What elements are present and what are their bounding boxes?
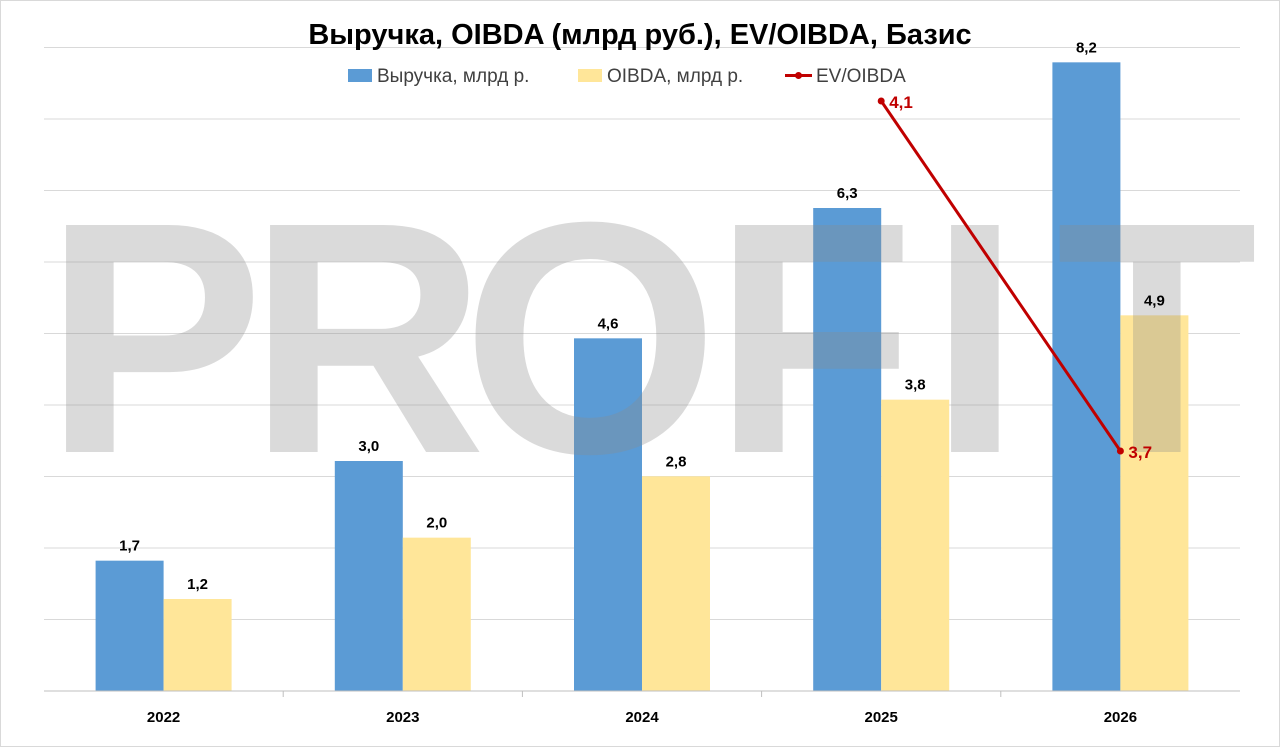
label-revenue-2025: 6,3 [837, 185, 858, 202]
label-revenue-2023: 3,0 [358, 438, 379, 455]
watermark-letter-r: R [248, 153, 486, 522]
x-tick-2025: 2025 [865, 709, 898, 726]
legend-label-revenue: Выручка, млрд р. [377, 66, 529, 87]
bar-oibda-2022 [163, 599, 232, 691]
watermark-letter-f: F [713, 153, 915, 522]
ev-oibda-series-line [879, 100, 1122, 452]
label-oibda-2022: 1,2 [187, 576, 208, 593]
ev-oibda-point-2025 [877, 97, 885, 105]
ev-oibda-label-2026: 3,7 [1128, 443, 1152, 462]
chart-title: Выручка, OIBDA (млрд руб.), EV/OIBDA, Ба… [308, 19, 971, 51]
label-oibda-2023: 2,0 [426, 515, 447, 532]
label-revenue-2024: 4,6 [598, 315, 619, 332]
bar-revenue-2022 [95, 560, 164, 691]
bar-oibda-2024 [642, 476, 710, 691]
label-oibda-2024: 2,8 [666, 453, 687, 470]
bar-oibda-2023 [402, 537, 471, 691]
x-tick-2023: 2023 [386, 709, 419, 726]
bar-oibda-2025 [881, 399, 950, 691]
x-axis: 2022 2023 2024 2025 2026 [44, 690, 1240, 726]
x-tick-2026: 2026 [1104, 709, 1137, 726]
legend-swatch-oibda [578, 69, 602, 82]
label-oibda-2025: 3,8 [905, 377, 926, 394]
label-revenue-2026: 8,2 [1076, 39, 1097, 56]
data-labels: 1,7 1,2 3,0 2,0 4,6 2,8 6,3 3,8 8,2 4,9 [119, 39, 1165, 593]
watermark-letter-p: P [44, 153, 264, 522]
label-revenue-2022: 1,7 [119, 538, 140, 555]
bar-revenue-2026 [1052, 62, 1121, 692]
label-oibda-2026: 4,9 [1144, 292, 1165, 309]
legend-label-ev-oibda: EV/OIBDA [816, 66, 906, 87]
legend-swatch-ev-oibda-marker [795, 72, 802, 79]
legend-label-oibda: OIBDA, млрд р. [607, 66, 743, 87]
bar-revenue-2025 [813, 208, 882, 691]
bar-oibda-2026 [1120, 315, 1189, 691]
legend: Выручка, млрд р. OIBDA, млрд р. EV/OIBDA [348, 66, 906, 87]
legend-swatch-revenue [348, 69, 372, 82]
bar-revenue-2023 [334, 461, 403, 691]
bar-revenue-2024 [574, 338, 642, 691]
watermark-letter-i: I [929, 153, 1021, 522]
ev-oibda-label-2025: 4,1 [889, 93, 913, 112]
ev-oibda-point-2026 [1116, 447, 1124, 455]
watermark-letter-o: O [462, 153, 719, 522]
watermark-letter-t: T [1056, 153, 1258, 522]
bars [95, 62, 1189, 692]
ev-oibda-line: 4,1 3,7 [877, 93, 1152, 462]
x-tick-2022: 2022 [147, 709, 180, 726]
x-tick-2024: 2024 [625, 709, 659, 726]
